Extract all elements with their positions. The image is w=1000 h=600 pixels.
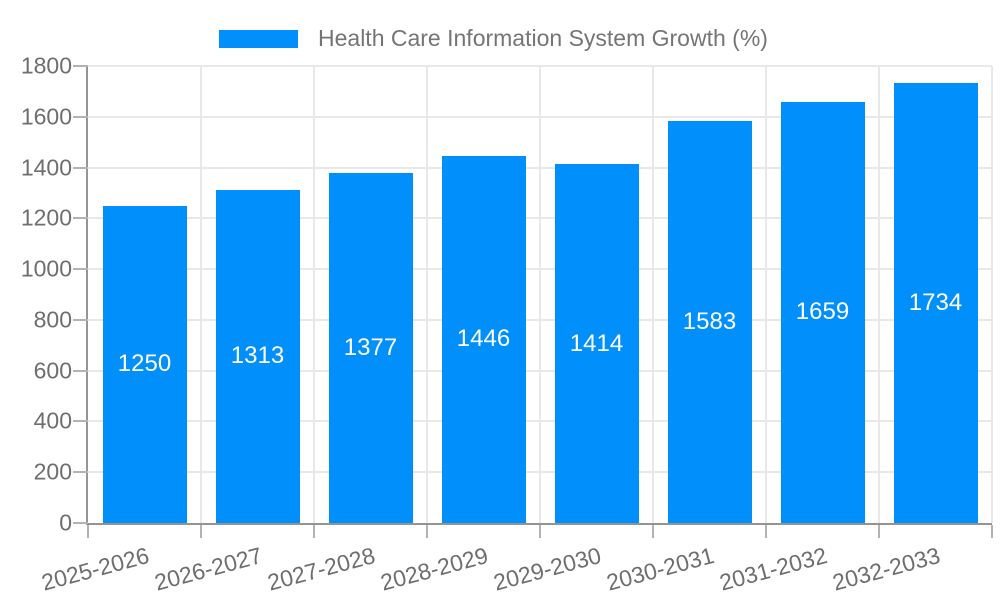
legend-marker	[219, 29, 298, 48]
y-axis-tick-label: 800	[33, 306, 72, 333]
bar: 1250	[102, 205, 187, 523]
legend-item[interactable]: Health Care Information System Growth (%…	[219, 25, 768, 52]
y-axis-tick-label: 600	[33, 357, 72, 384]
bar: 1583	[667, 121, 752, 523]
x-axis-tick	[991, 525, 993, 538]
bar-value-label: 1583	[682, 308, 737, 336]
bar: 1377	[328, 173, 413, 523]
x-axis-tick-label: 2030-2031	[603, 542, 717, 596]
gridline-vertical	[200, 66, 202, 523]
gridline-vertical	[652, 66, 654, 523]
y-axis-tick	[73, 65, 88, 67]
bar: 1313	[215, 189, 300, 523]
y-axis-tick	[73, 420, 88, 423]
x-axis-tick	[765, 525, 767, 538]
y-axis-tick	[73, 471, 88, 474]
x-axis-tick	[539, 525, 541, 538]
x-axis-tick	[652, 525, 654, 538]
y-axis-tick-label: 1000	[20, 255, 72, 282]
bar-value-label: 1734	[908, 288, 963, 316]
bar-value-label: 1659	[795, 298, 850, 326]
y-axis-tick-label: 200	[33, 458, 72, 485]
chart-title: Health Care Information System Growth (%…	[318, 25, 768, 51]
bar: 1414	[554, 164, 639, 523]
y-axis-tick-label: 1800	[20, 52, 72, 79]
x-axis-tick-label: 2031-2032	[716, 542, 830, 596]
x-axis-tick-label: 2032-2033	[829, 542, 943, 596]
x-axis-tick	[878, 525, 880, 538]
gridline-vertical	[313, 66, 315, 523]
gridline-vertical	[991, 66, 993, 523]
y-axis-tick-label: 1400	[20, 154, 72, 181]
y-axis-tick	[73, 217, 88, 220]
x-axis-tick-label: 2027-2028	[264, 542, 378, 596]
bar-value-label: 1446	[456, 325, 511, 353]
gridline-vertical	[878, 66, 880, 523]
bar-value-label: 1377	[343, 334, 398, 362]
y-axis-tick	[73, 166, 88, 169]
y-axis-tick	[73, 369, 88, 372]
gridline-vertical	[765, 66, 767, 523]
plot-area: 1250 1313 1377 1446 1414 1583 1659 1734	[86, 65, 993, 525]
bar: 1659	[780, 101, 865, 523]
bar: 1446	[441, 155, 526, 523]
bar-value-label: 1414	[569, 329, 624, 357]
y-axis-tick-label: 1600	[20, 103, 72, 130]
bar: 1734	[893, 82, 978, 523]
y-axis-tick-label: 1200	[20, 204, 72, 231]
x-axis-tick	[200, 525, 202, 538]
gridline-vertical	[539, 66, 541, 523]
x-axis-tick-label: 2029-2030	[490, 542, 604, 596]
y-axis-tick	[73, 268, 88, 271]
bar-value-label: 1313	[230, 342, 285, 370]
x-axis-tick	[87, 525, 89, 538]
y-axis-tick-label: 400	[33, 407, 72, 434]
x-axis-tick-label: 2025-2026	[38, 542, 152, 596]
x-axis-tick-label: 2026-2027	[151, 542, 265, 596]
x-axis-tick	[313, 525, 315, 538]
x-axis-tick-label: 2028-2029	[377, 542, 491, 596]
y-axis-tick	[73, 318, 88, 321]
y-axis-tick-label: 0	[59, 509, 72, 536]
bar-value-label: 1250	[117, 350, 172, 378]
x-axis-tick	[426, 525, 428, 538]
y-axis-tick	[73, 115, 88, 118]
y-axis-tick	[73, 522, 88, 524]
gridline-vertical	[426, 66, 428, 523]
